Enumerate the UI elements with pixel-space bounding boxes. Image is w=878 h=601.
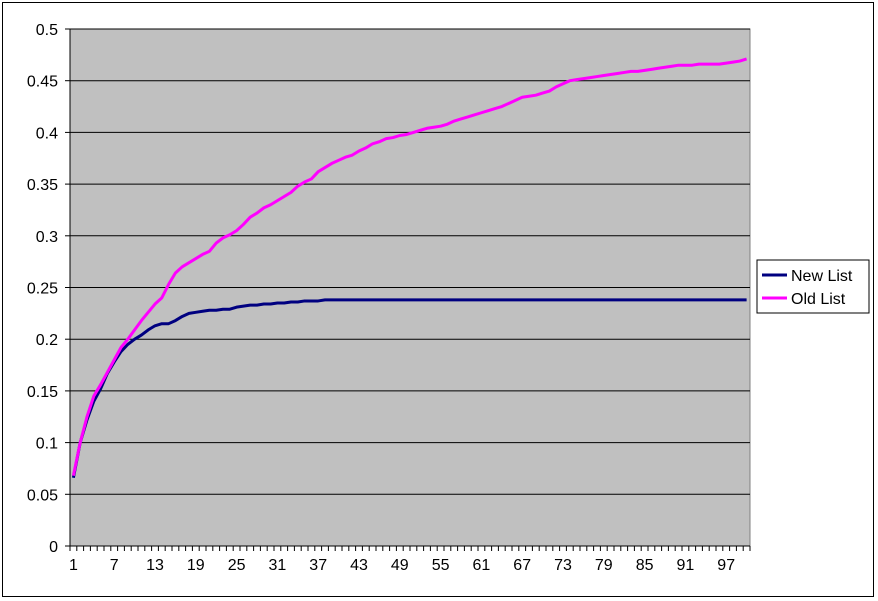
x-tick-label: 25 xyxy=(228,557,246,574)
y-tick-label: 0.05 xyxy=(27,487,58,504)
x-tick-label: 97 xyxy=(717,557,735,574)
y-tick-label: 0.15 xyxy=(27,384,58,401)
x-tick-label: 85 xyxy=(636,557,654,574)
legend-box xyxy=(756,259,870,314)
y-tick-label: 0.1 xyxy=(36,436,58,453)
x-tick-label: 37 xyxy=(309,557,327,574)
y-tick-label: 0.25 xyxy=(27,281,58,298)
y-tick-label: 0 xyxy=(49,539,58,556)
y-tick-label: 0.3 xyxy=(36,229,58,246)
grid-lines xyxy=(70,28,750,495)
series-lines xyxy=(71,57,748,479)
x-tick-label: 13 xyxy=(146,557,164,574)
series-line-old-list xyxy=(71,57,748,476)
x-tick-label: 19 xyxy=(187,557,205,574)
legend-label: Old List xyxy=(791,291,846,308)
x-tick-label: 31 xyxy=(269,557,287,574)
x-tick-label: 91 xyxy=(677,557,695,574)
y-axis-ticks: 0 0.05 0.1 0.15 0.2 0.25 0.3 0.35 0.4 0.45 0.5 xyxy=(27,22,70,556)
y-tick-label: 0.4 xyxy=(36,125,58,142)
x-tick-label: 79 xyxy=(595,557,613,574)
x-tick-label: 49 xyxy=(391,557,409,574)
y-tick-label: 0.5 xyxy=(36,22,58,39)
y-tick-label: 0.35 xyxy=(27,177,58,194)
x-tick-label: 1 xyxy=(69,557,78,574)
x-tick-label: 67 xyxy=(513,557,531,574)
legend-label: New List xyxy=(791,268,853,285)
x-axis-ticks: 1 7 13 19 25 31 37 43 49 55 61 67 73 79 85 91 97 xyxy=(69,546,751,574)
x-tick-label: 61 xyxy=(473,557,491,574)
series-line-new-list xyxy=(71,298,747,479)
x-tick-label: 7 xyxy=(110,557,119,574)
y-tick-label: 0.45 xyxy=(27,74,58,91)
x-tick-label: 43 xyxy=(350,557,368,574)
x-tick-label: 55 xyxy=(432,557,450,574)
legend: New List Old List xyxy=(756,259,870,314)
x-tick-label: 73 xyxy=(554,557,572,574)
y-tick-label: 0.2 xyxy=(36,332,58,349)
